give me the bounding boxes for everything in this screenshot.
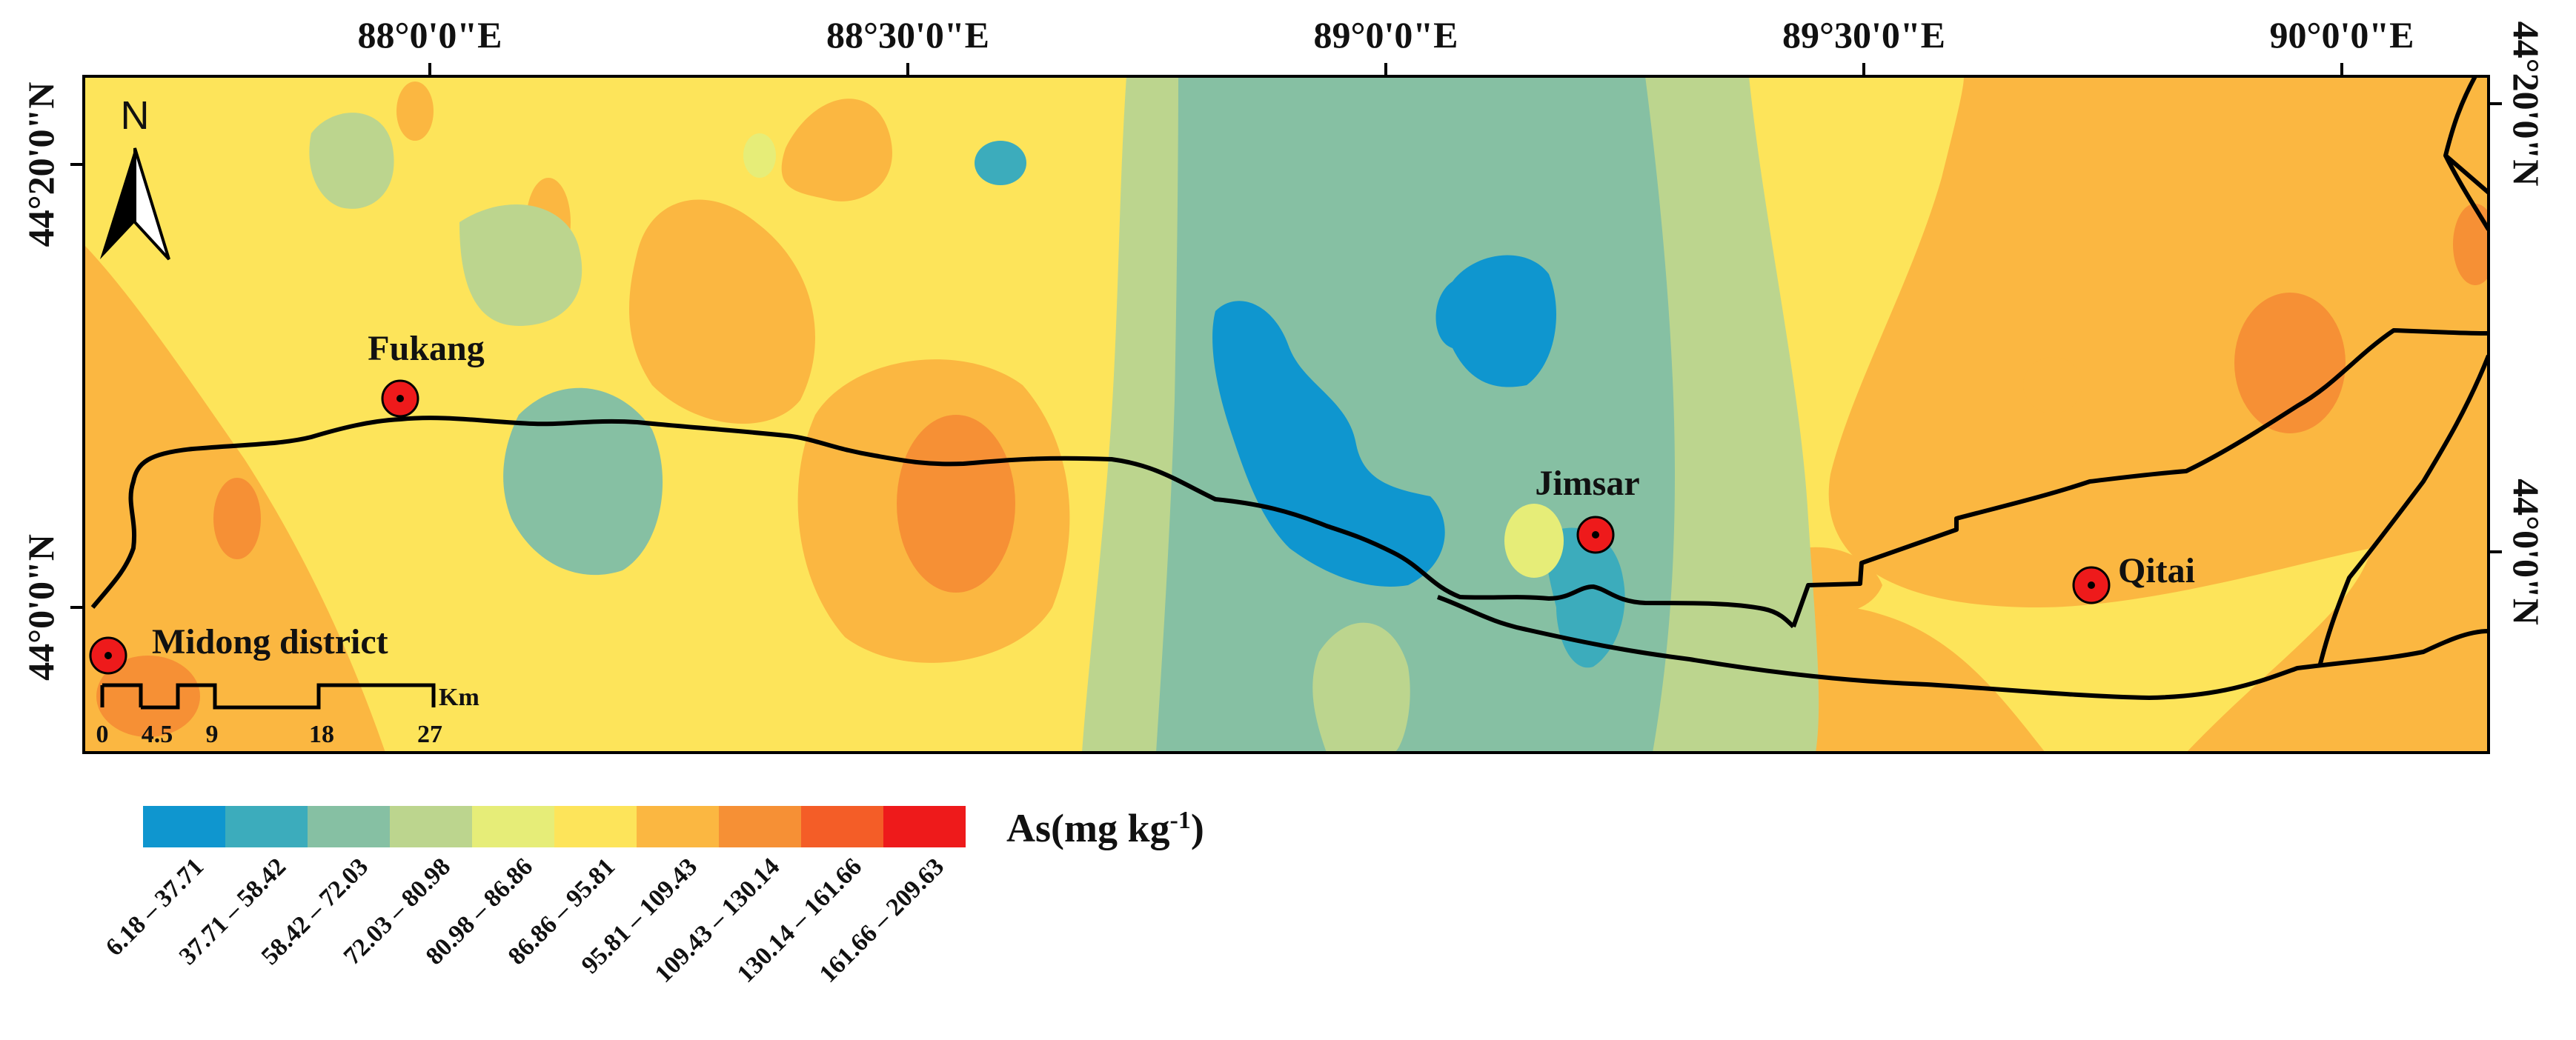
scale-bar: 0 4.5 9 18 27 Km bbox=[96, 683, 479, 748]
right-tick-label: 44°0'0"N bbox=[2506, 479, 2547, 625]
north-arrow-icon bbox=[100, 148, 135, 259]
legend-swatch bbox=[554, 806, 637, 847]
legend-swatch bbox=[472, 806, 554, 847]
legend-swatch bbox=[637, 806, 719, 847]
legend-swatch bbox=[225, 806, 308, 847]
left-tick-label: 44°0'0"N bbox=[20, 534, 62, 681]
legend-swatch bbox=[719, 806, 801, 847]
scale-tick: 27 bbox=[417, 721, 442, 748]
legend-swatch bbox=[308, 806, 390, 847]
legend-swatches bbox=[143, 806, 966, 847]
city-jimsar: Jimsar bbox=[1535, 464, 1640, 554]
top-tick-label: 88°0'0"E bbox=[358, 14, 502, 56]
legend-swatch bbox=[143, 806, 225, 847]
scale-tick: 18 bbox=[309, 721, 334, 748]
scale-tick: 9 bbox=[206, 721, 219, 748]
legend-title-superscript: -1 bbox=[1170, 807, 1191, 834]
scale-tick: 4.5 bbox=[142, 721, 173, 748]
city-label: Jimsar bbox=[1535, 464, 1639, 503]
axis-labels: 88°0'0"E 88°30'0"E 89°0'0"E 89°30'0"E 90… bbox=[20, 14, 2547, 681]
legend-swatch bbox=[390, 806, 472, 847]
right-tick-label: 44°20'0"N bbox=[2506, 21, 2547, 187]
legend-title-end: ) bbox=[1191, 806, 1204, 850]
top-tick-label: 89°0'0"E bbox=[1314, 14, 1458, 56]
city-label: Qitai bbox=[2118, 551, 2195, 590]
city-qitai: Qitai bbox=[2072, 551, 2195, 604]
city-label: Midong district bbox=[152, 622, 388, 661]
left-tick-label: 44°20'0"N bbox=[20, 82, 62, 247]
scale-tick: 0 bbox=[96, 721, 109, 748]
top-tick-label: 88°30'0"E bbox=[826, 14, 989, 56]
map-frame: 0 4.5 9 18 27 Km N Fukang Jimsar Qitai bbox=[70, 63, 2502, 754]
legend-swatch bbox=[801, 806, 883, 847]
top-tick-label: 90°0'0"E bbox=[2270, 14, 2414, 56]
arsenic-contour-map bbox=[84, 76, 2489, 753]
north-arrow: N bbox=[100, 93, 170, 261]
legend-title-main: As(mg kg bbox=[1006, 806, 1170, 850]
scale-unit: Km bbox=[439, 684, 479, 711]
city-label: Fukang bbox=[368, 329, 484, 368]
legend-swatch bbox=[883, 806, 966, 847]
city-midong: Midong district bbox=[89, 622, 388, 675]
city-fukang: Fukang bbox=[368, 329, 485, 418]
top-tick-label: 89°30'0"E bbox=[1782, 14, 1945, 56]
legend-title: As(mg kg-1) bbox=[1006, 806, 1204, 850]
north-label: N bbox=[121, 93, 150, 138]
